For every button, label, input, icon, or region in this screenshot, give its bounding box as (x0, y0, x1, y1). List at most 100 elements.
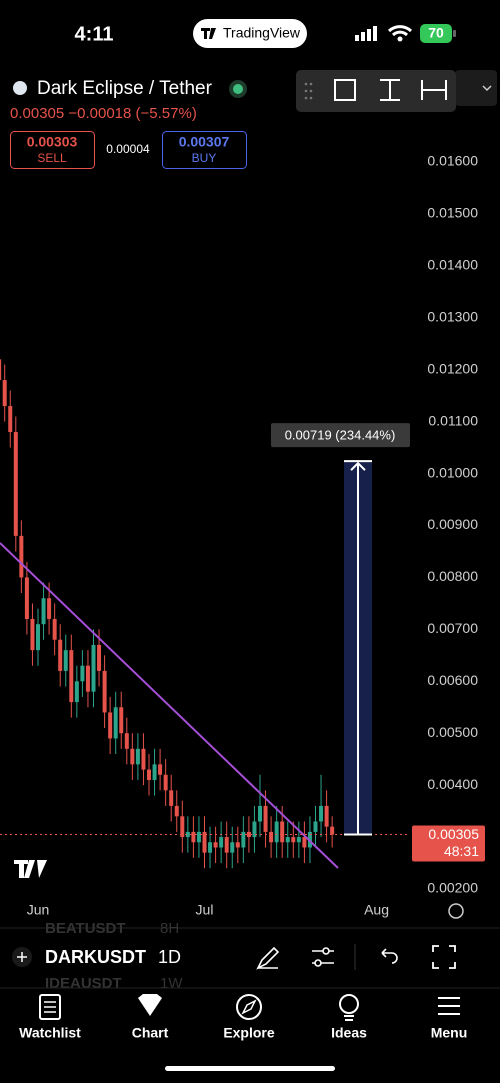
ghost-symbol: IDEAUSDT (45, 975, 122, 992)
candle-body (185, 831, 190, 838)
candle-body (19, 535, 24, 578)
sell-label: SELL (37, 151, 67, 165)
drag-handle (304, 82, 313, 100)
candle-body (91, 644, 96, 692)
nav-bar: Watchlist Chart Explore Ideas Menu (19, 1025, 467, 1041)
candle-body (241, 831, 246, 848)
candle-body (274, 821, 279, 843)
buy-button[interactable] (162, 131, 247, 169)
candle-body (196, 831, 201, 843)
candle-body (97, 644, 102, 671)
undo-icon[interactable] (381, 948, 398, 964)
nav-label[interactable]: Watchlist (19, 1025, 81, 1041)
candle-body (180, 816, 185, 838)
ghost-interval: 8H (160, 920, 179, 937)
candle-body (319, 805, 324, 822)
toolbar-symbol[interactable]: DARKUSDT (45, 947, 146, 967)
candle-body (2, 380, 7, 407)
candle-body (80, 665, 85, 682)
plot-area (0, 359, 410, 869)
candle-body (285, 837, 290, 843)
buy-label: BUY (192, 151, 217, 165)
clock: 4:11 (75, 23, 114, 45)
settings-icon[interactable] (448, 903, 464, 919)
price-range-tool[interactable] (380, 79, 400, 101)
sell-button[interactable] (10, 131, 95, 169)
candle-body (24, 577, 29, 619)
symbol-title[interactable]: Dark Eclipse / Tether (37, 78, 213, 99)
x-tick-label: Aug (364, 902, 389, 918)
chart-icon[interactable] (138, 994, 162, 1016)
y-tick-label: 0.00800 (427, 568, 478, 584)
candle-body (52, 618, 57, 640)
candle-body (258, 805, 262, 822)
buy-price: 0.00307 (179, 134, 230, 150)
candle-body (13, 432, 18, 536)
ghost-interval: 1W (160, 975, 183, 992)
candle-body (235, 842, 240, 848)
measure-label: 0.00719 (234.44%) (285, 428, 396, 443)
candle-body (36, 624, 40, 651)
slider-knob (322, 947, 330, 955)
y-tick-label: 0.00700 (427, 620, 478, 636)
y-tick-label: 0.01500 (427, 205, 478, 221)
coin-icon (13, 81, 27, 95)
y-tick-label: 0.01300 (427, 308, 478, 324)
candle-body (219, 837, 224, 848)
nav-label[interactable]: Ideas (331, 1025, 367, 1041)
countdown: 48:31 (444, 843, 479, 859)
y-tick-label: 0.01100 (428, 412, 478, 428)
y-tick-label: 0.00900 (427, 516, 478, 532)
rect-tool[interactable] (334, 79, 356, 101)
price-tag-value: 0.00305 (428, 826, 479, 842)
candle-body (202, 831, 207, 853)
nav-label[interactable]: Chart (132, 1025, 169, 1041)
candle-body (263, 805, 268, 832)
candle-body (58, 639, 63, 671)
candle-body (302, 837, 307, 848)
app-pill[interactable] (193, 19, 307, 48)
fullscreen-icon[interactable] (432, 945, 456, 969)
quote: 0.00305 −0.00018 (−5.57%) (10, 105, 197, 122)
x-tick-label: Jul (196, 902, 214, 918)
explore-icon[interactable] (236, 994, 262, 1020)
bulb-base (344, 1015, 354, 1021)
candle-body (141, 748, 146, 770)
y-tick-label: 0.01600 (427, 153, 478, 169)
candle-body (296, 837, 301, 843)
candle-body (124, 733, 129, 749)
draw-icon[interactable] (256, 946, 280, 970)
candle-body (74, 681, 79, 703)
y-tick-label: 0.00400 (427, 776, 478, 792)
candle-body (85, 665, 90, 692)
date-range-tool[interactable] (421, 80, 447, 100)
home-indicator (165, 1066, 335, 1071)
dropdown-caret (482, 85, 492, 92)
candle-body (224, 837, 229, 853)
slider-knob (314, 959, 322, 967)
battery-cap (453, 30, 456, 37)
candle-body (0, 359, 2, 381)
candle-body (147, 769, 151, 780)
measure-arrowhead (350, 461, 366, 471)
market-status (233, 84, 243, 94)
nav-label[interactable]: Explore (223, 1025, 275, 1041)
candle-body (169, 790, 174, 806)
candle-body (313, 821, 318, 832)
candle-body (102, 670, 107, 713)
y-tick-label: 0.00600 (427, 672, 478, 688)
candle-body (213, 842, 218, 848)
ideas-icon[interactable] (339, 994, 359, 1014)
candle-body (269, 831, 274, 843)
watchlist-icon[interactable] (39, 994, 61, 1020)
trend-line (0, 542, 339, 869)
nav-label[interactable]: Menu (431, 1025, 468, 1041)
candle-body (135, 748, 140, 765)
candle-body (252, 821, 257, 838)
battery-level: 70 (428, 25, 444, 41)
menu-icon[interactable] (438, 997, 460, 1015)
dropdown[interactable] (455, 70, 497, 106)
toolbar-interval[interactable]: 1D (158, 947, 181, 967)
wifi-dot (397, 36, 403, 42)
